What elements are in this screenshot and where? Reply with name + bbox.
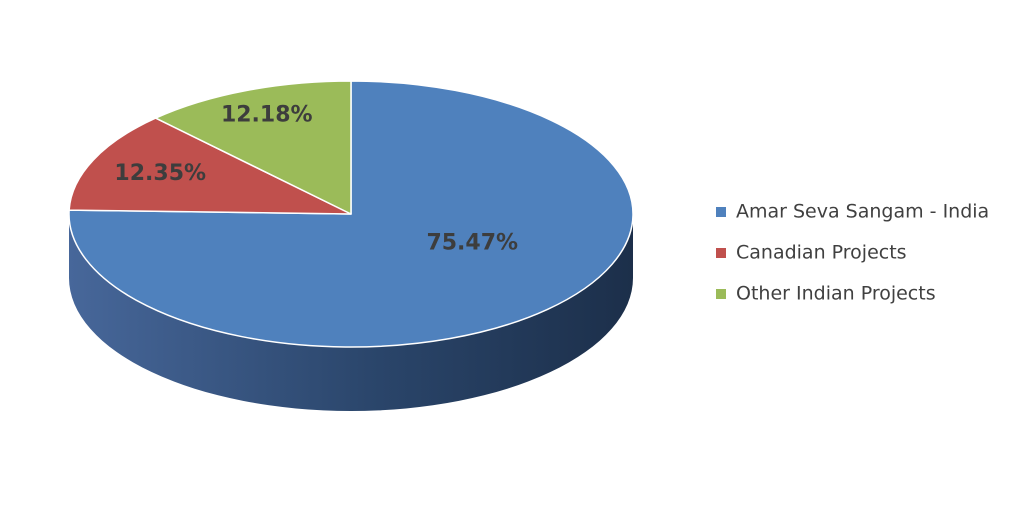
data-label-1: 75.47% (426, 230, 518, 255)
legend-swatch-3 (716, 289, 726, 299)
pie-slice-2 (68, 117, 352, 215)
legend-swatch-2 (716, 248, 726, 258)
legend-label-2: Canadian Projects (736, 242, 907, 264)
pie-side-wall (69, 214, 633, 411)
pie-side-1-0 (69, 214, 633, 411)
data-label-3: 12.18% (221, 102, 313, 127)
data-label-2: 12.35% (114, 161, 206, 186)
legend-swatch-1 (716, 207, 726, 217)
pie-slice-3 (154, 80, 352, 215)
pie-data-labels: 75.47% 12.35% 12.18% (114, 102, 518, 255)
pie-top-face (68, 80, 634, 348)
legend-label-3: Other Indian Projects (736, 283, 936, 305)
legend: Amar Seva Sangam - India Canadian Project… (716, 201, 989, 305)
legend-label-1: Amar Seva Sangam - India (736, 201, 989, 223)
